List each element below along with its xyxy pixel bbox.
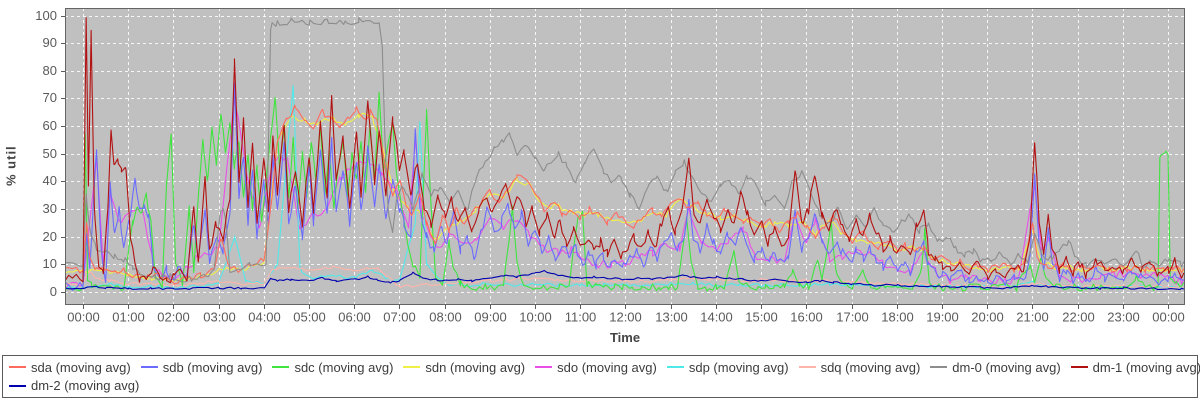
legend-label: sdc (moving avg)	[294, 359, 394, 375]
legend-label: dm-1 (moving avg)	[1092, 359, 1200, 375]
legend-swatch-sda-icon	[9, 366, 26, 369]
legend-swatch-sdq-icon	[798, 366, 816, 369]
legend-item-dm-0: dm-0 (moving avg)	[930, 359, 1061, 375]
legend-label: dm-0 (moving avg)	[952, 359, 1061, 375]
legend-row: dm-2 (moving avg)	[9, 377, 1191, 396]
legend-label: sdn (moving avg)	[425, 359, 526, 375]
legend-swatch-sdn-icon	[403, 366, 421, 369]
x-axis-label: Time	[609, 330, 641, 345]
legend-swatch-dm-0-icon	[930, 366, 948, 369]
legend-item-sdc: sdc (moving avg)	[272, 360, 393, 375]
legend-label: sdo (moving avg)	[557, 359, 657, 375]
legend-label: sdp (moving avg)	[688, 359, 789, 375]
legend-item-sdo: sdo (moving avg)	[535, 360, 657, 375]
legend-item-dm-2: dm-2 (moving avg)	[9, 378, 139, 393]
legend-label: dm-2 (moving avg)	[31, 378, 140, 394]
legend-swatch-dm-1-icon	[1070, 366, 1088, 369]
legend: sda (moving avg) sdb (moving avg) sdc (mov…	[2, 355, 1200, 398]
legend-row: sda (moving avg) sdb (moving avg) sdc (mov…	[9, 358, 1200, 377]
legend-swatch-sdb-icon	[140, 366, 158, 369]
legend-label: sdq (moving avg)	[820, 359, 921, 375]
legend-item-sdp: sdp (moving avg)	[666, 359, 789, 375]
legend-item-sdb: sdb (moving avg)	[140, 359, 263, 375]
legend-label: sdb (moving avg)	[162, 359, 263, 375]
legend-swatch-sdc-icon	[272, 366, 290, 369]
legend-swatch-dm-2-icon	[9, 384, 26, 387]
utilization-line-chart	[0, 0, 1200, 332]
legend-item-sdn: sdn (moving avg)	[403, 360, 525, 375]
legend-item-dm-1: dm-1 (moving avg)	[1070, 359, 1200, 375]
legend-label: sda (moving avg)	[31, 359, 131, 375]
y-axis-label: % util	[3, 145, 19, 187]
legend-item-sdq: sdq (moving avg)	[798, 359, 921, 375]
legend-item-sda: sda (moving avg)	[9, 360, 131, 375]
legend-swatch-sdp-icon	[666, 366, 684, 369]
legend-swatch-sdo-icon	[535, 366, 553, 369]
